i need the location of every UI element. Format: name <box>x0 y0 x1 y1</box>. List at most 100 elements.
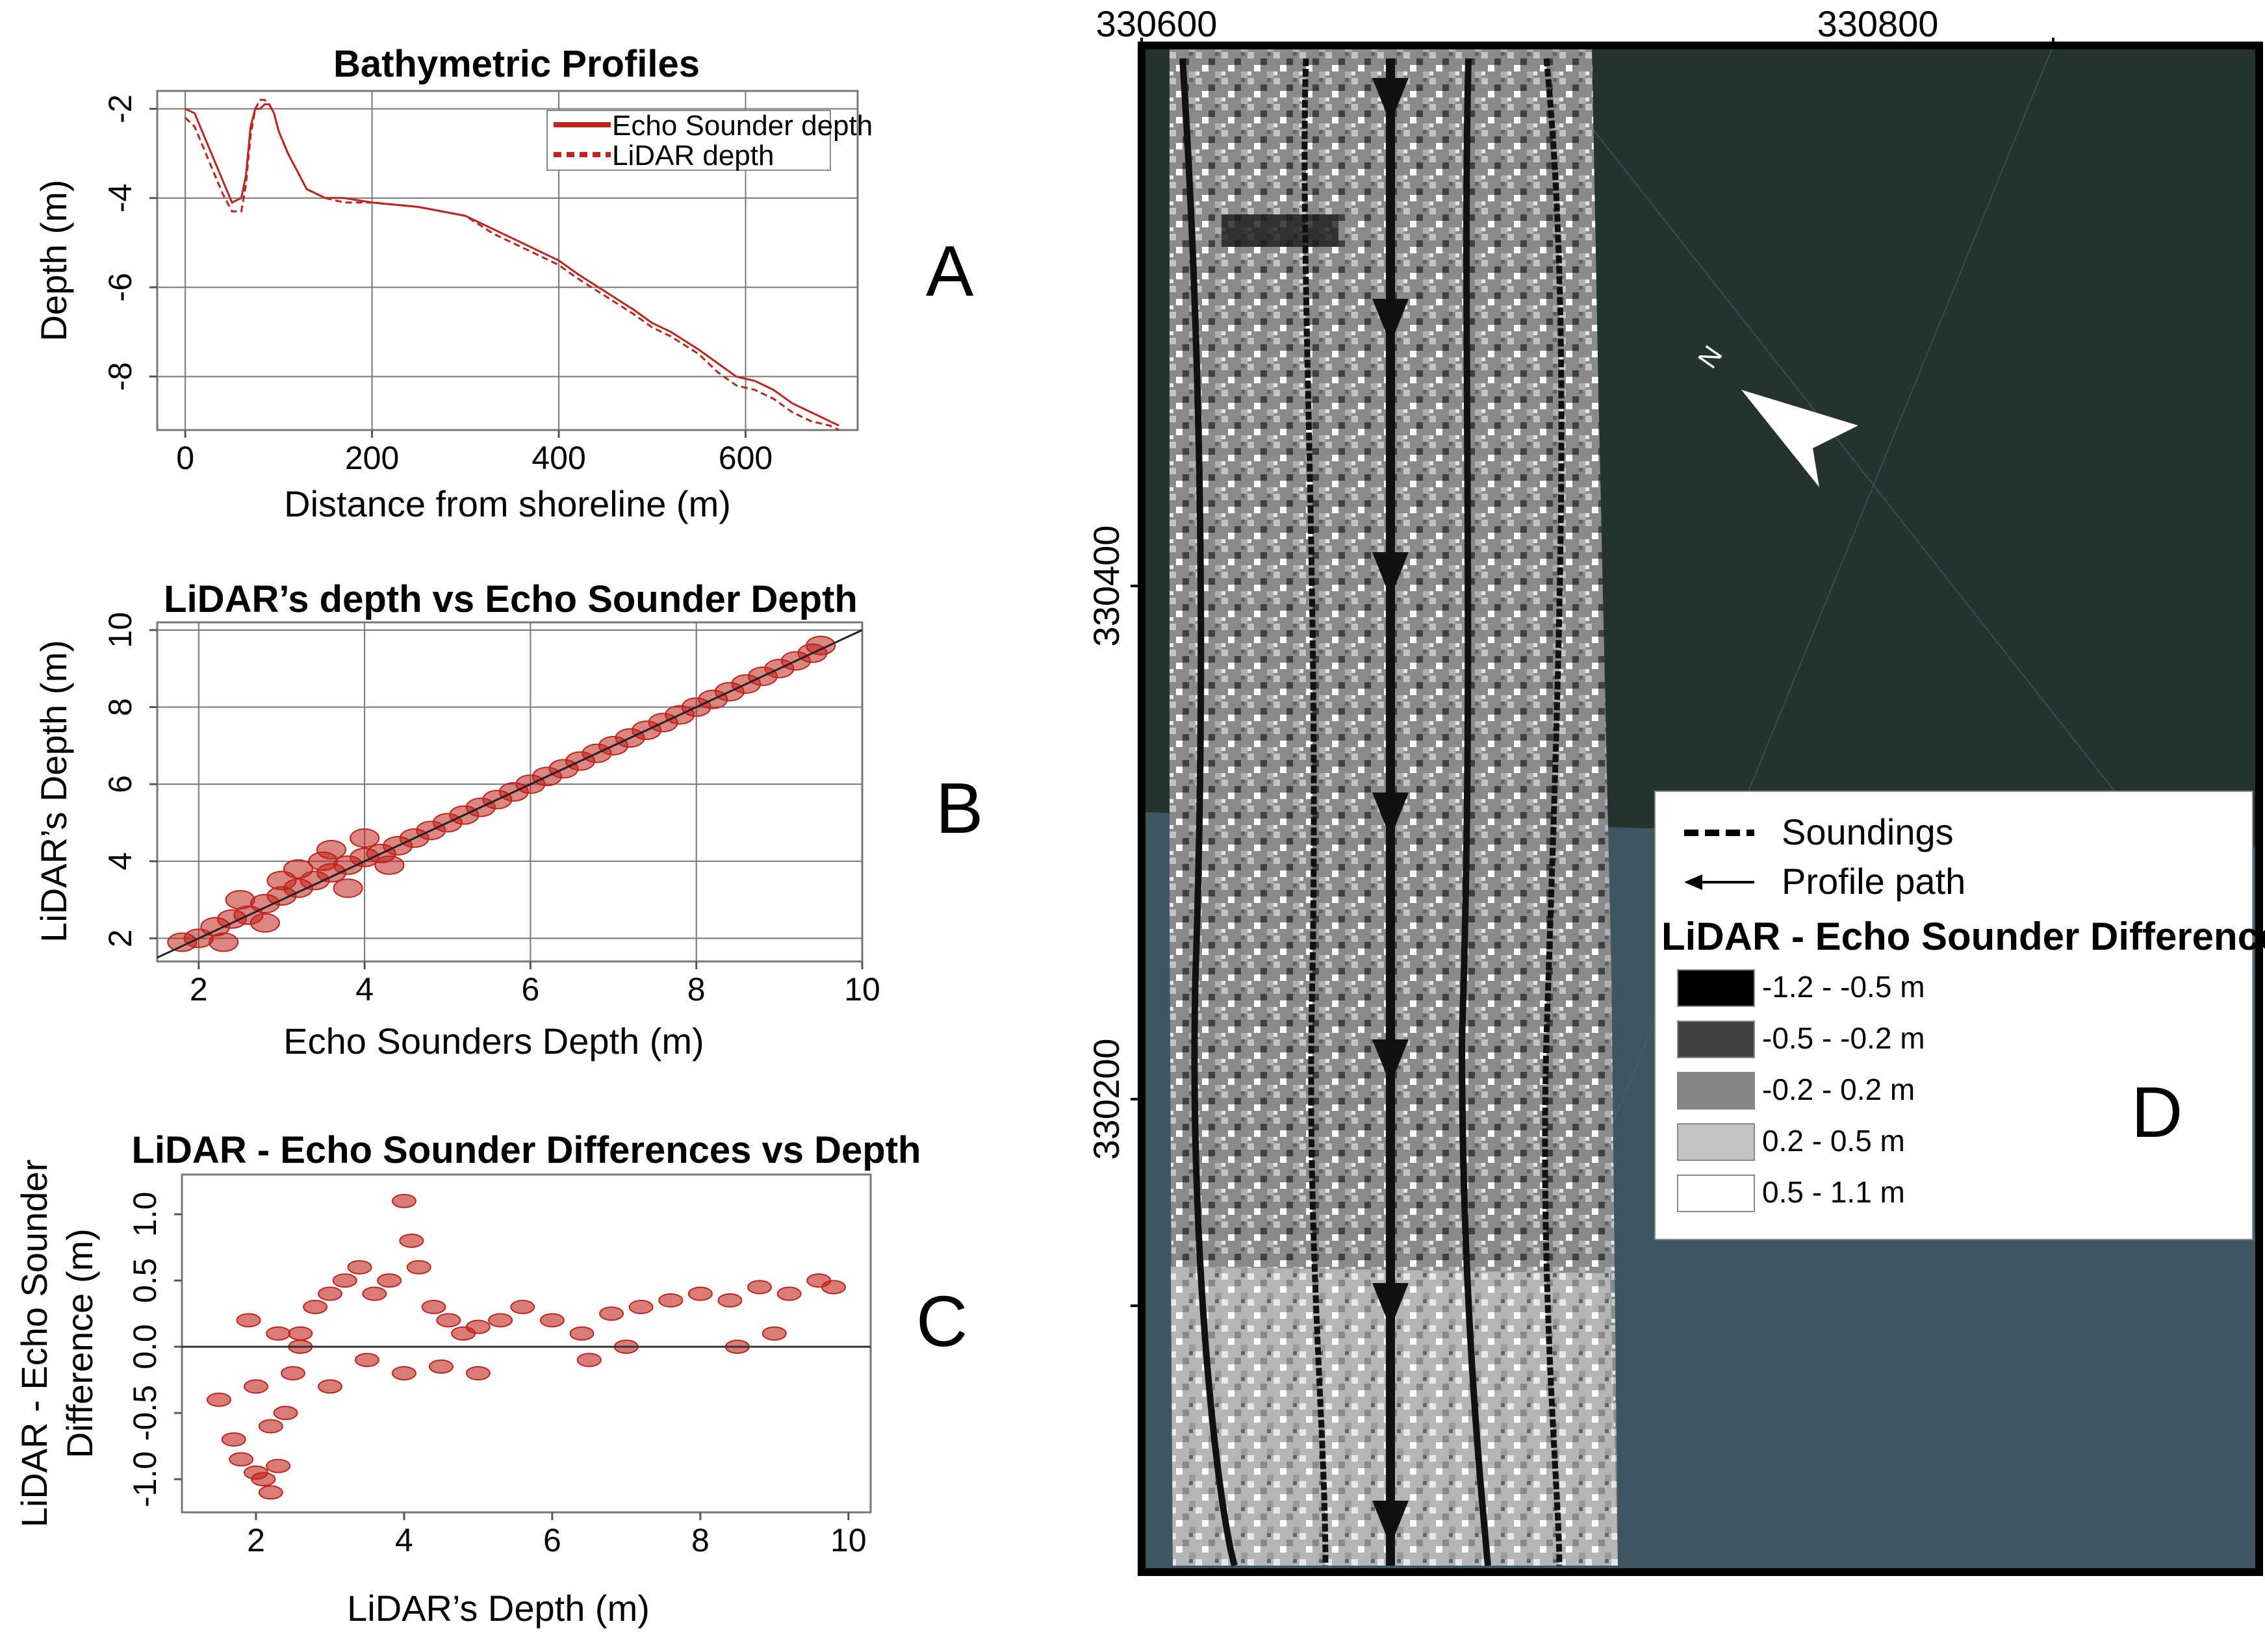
map-legend-box <box>1654 791 2253 1240</box>
panel-b-fit-line <box>157 629 863 959</box>
panel-b-frame <box>156 621 864 963</box>
panel-b-points <box>167 635 836 952</box>
panel-letter-c: C <box>916 1282 967 1362</box>
data-point <box>465 1366 491 1380</box>
data-point <box>221 1432 246 1447</box>
panel-letter-d: D <box>2131 1073 2182 1152</box>
y-tick-label: 1.0 <box>127 1191 163 1237</box>
x-tick-label: 0 <box>176 440 194 476</box>
legend-class-label: -0.2 - 0.2 m <box>1762 1073 1915 1106</box>
data-point <box>806 635 836 655</box>
data-point <box>687 1286 713 1301</box>
profile-arrow <box>1372 1283 1409 1328</box>
panel-b-x-label: Echo Sounders Depth (m) <box>283 1021 704 1061</box>
sounding-line-3 <box>1458 58 1491 1566</box>
data-point <box>399 1233 424 1248</box>
sounding-line-2 <box>1301 58 1329 1566</box>
x-tick-label: 8 <box>691 1522 710 1558</box>
legend-soundings-label: Soundings <box>1782 811 1954 852</box>
y-tick-label: 0.0 <box>127 1324 163 1369</box>
data-point <box>236 1313 261 1328</box>
data-point <box>776 1286 802 1301</box>
x-tick-label: 600 <box>719 440 773 476</box>
data-point <box>569 1326 595 1341</box>
data-point <box>266 1458 291 1473</box>
map-y-tick-label-1: 330200 <box>1086 1039 1127 1160</box>
profile-path-swatch-head <box>1684 874 1702 890</box>
legend-class-swatch <box>1677 1175 1755 1212</box>
data-point <box>288 1326 313 1341</box>
north-arrow-icon <box>1741 390 1858 487</box>
legend-class-label: -1.2 - -0.5 m <box>1762 970 1925 1004</box>
data-point <box>576 1353 602 1367</box>
x-tick-label: 10 <box>830 1522 867 1558</box>
y-tick-label: 10 <box>102 612 138 648</box>
profile-arrow <box>1372 793 1409 838</box>
y-tick-label: -0.5 <box>127 1385 163 1441</box>
panel-a-series <box>185 99 839 431</box>
data-point <box>377 1273 402 1288</box>
data-point <box>488 1313 513 1328</box>
y-tick-label: -4 <box>102 184 138 212</box>
legend-class-swatch <box>1677 1072 1755 1110</box>
data-point <box>539 1313 565 1328</box>
panel-b-x-ticks: 2 4 6 8 10 <box>190 961 880 1008</box>
map-legend: Soundings Profile path LiDAR - Echo Soun… <box>1654 791 2265 1240</box>
panel-c-y-label-line2: Difference (m) <box>59 1228 100 1458</box>
legend-class-label: 0.2 - 0.5 m <box>1762 1124 1905 1158</box>
y-tick-label: 2 <box>102 930 138 948</box>
profile-path-arrows <box>1372 78 1409 1546</box>
x-tick-label: 4 <box>355 971 374 1008</box>
data-point <box>374 855 405 875</box>
legend-lidar-label: LiDAR depth <box>612 140 774 172</box>
panel-a-y-label: Depth (m) <box>33 180 74 342</box>
panel-d-map: N Soundings Profile path LiDAR - Echo So… <box>1086 3 2265 1576</box>
data-point <box>761 1326 787 1341</box>
x-tick-label: 6 <box>522 971 540 1008</box>
panel-b-lidar-vs-echo: LiDAR’s depth vs Echo Sounder Depth 2 4 6 8… <box>33 578 880 1061</box>
data-point <box>243 1379 268 1394</box>
map-dark-patch <box>1222 214 1338 247</box>
panel-a-x-ticks: 0 200 400 600 <box>176 430 773 476</box>
data-point <box>206 1392 231 1407</box>
legend-class-label: -0.5 - -0.2 m <box>1762 1021 1925 1055</box>
data-point <box>251 1472 276 1487</box>
panel-c-points <box>206 1193 847 1500</box>
profile-arrow <box>1372 1501 1409 1546</box>
x-tick-label: 2 <box>247 1522 265 1558</box>
data-point <box>347 1260 372 1275</box>
y-tick-label: 8 <box>102 698 138 717</box>
panel-b-y-label: LiDAR’s Depth (m) <box>33 640 74 943</box>
x-tick-label: 6 <box>543 1522 561 1558</box>
data-point <box>332 1273 357 1288</box>
panel-c-y-ticks: -1.0 -0.5 0.0 0.5 1.0 <box>127 1191 182 1507</box>
data-point <box>436 1313 461 1328</box>
legend-class-swatch <box>1677 1021 1755 1058</box>
panel-b-title: LiDAR’s depth vs Echo Sounder Depth <box>164 578 858 620</box>
data-point <box>229 1452 254 1467</box>
data-point <box>258 1485 283 1500</box>
data-point <box>258 1419 283 1434</box>
data-point <box>362 1286 387 1301</box>
data-point <box>465 1319 491 1334</box>
panel-a-frame <box>156 90 859 431</box>
data-point <box>747 1280 773 1295</box>
x-tick-label: 2 <box>190 971 208 1008</box>
legend-profile-path-label: Profile path <box>1782 861 1965 902</box>
data-point <box>628 1299 654 1314</box>
panel-a-title: Bathymetric Profiles <box>333 43 700 85</box>
x-tick-label: 400 <box>531 440 585 476</box>
map-y-tick-label-0: 330400 <box>1086 526 1127 647</box>
y-tick-label: -2 <box>102 94 138 123</box>
map-x-tick-label-1: 330800 <box>1817 3 1939 44</box>
panel-a-x-label: Distance from shoreline (m) <box>284 483 731 524</box>
panel-c-y-label-line1: LiDAR - Echo Sounder <box>14 1160 55 1528</box>
panel-c-x-ticks: 2 4 6 8 10 <box>247 1512 867 1558</box>
data-point <box>317 1286 342 1301</box>
y-tick-label: 4 <box>102 852 138 870</box>
fit-line <box>157 629 863 959</box>
y-tick-label: -1.0 <box>127 1451 163 1507</box>
data-point <box>421 1299 446 1314</box>
panel-a-legend-box <box>546 110 831 171</box>
data-point <box>316 839 347 859</box>
